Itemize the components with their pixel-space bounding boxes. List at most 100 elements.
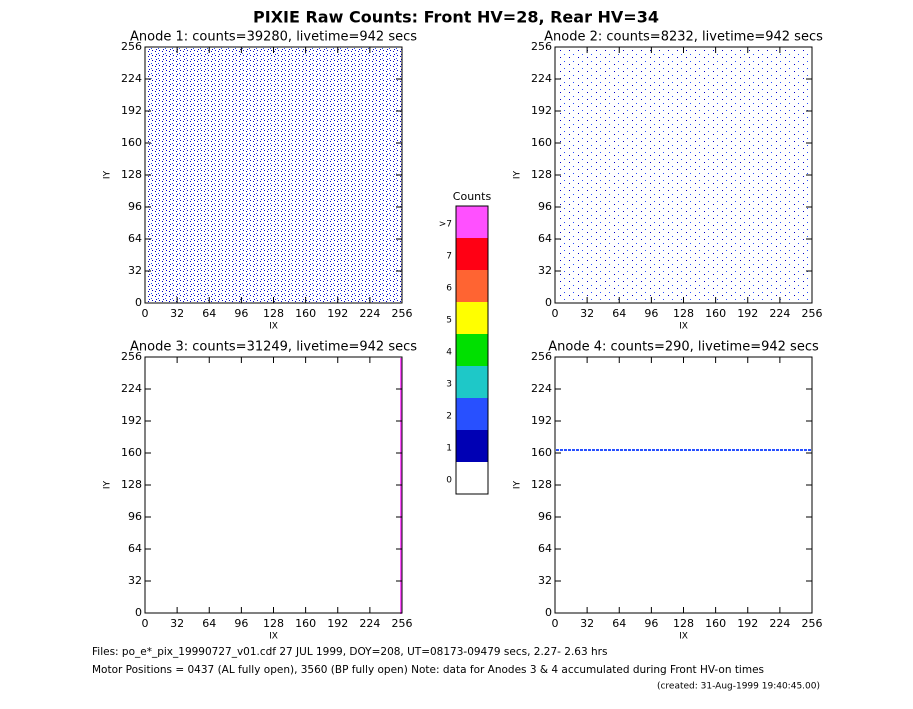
x-tick-label: 64 bbox=[612, 617, 626, 630]
x-tick-label: 192 bbox=[737, 307, 758, 320]
colorbar-label: 2 bbox=[446, 412, 452, 422]
colorbar-swatch bbox=[456, 366, 488, 398]
y-tick-label: 128 bbox=[531, 478, 552, 491]
y-axis-label: IY bbox=[103, 480, 113, 489]
y-tick-label: 128 bbox=[121, 168, 142, 181]
y-tick-label: 64 bbox=[538, 542, 552, 555]
colorbar-swatch bbox=[456, 334, 488, 366]
x-tick-label: 0 bbox=[552, 307, 559, 320]
colorbar-frame bbox=[455, 205, 489, 495]
x-tick-label: 256 bbox=[802, 307, 823, 320]
x-tick-label: 128 bbox=[673, 617, 694, 630]
colorbar-label: 3 bbox=[446, 380, 452, 390]
colorbar-label: 5 bbox=[446, 316, 452, 326]
plot-frame bbox=[144, 356, 403, 614]
colorbar-swatch bbox=[456, 206, 488, 238]
panel-title: Anode 1: counts=39280, livetime=942 secs bbox=[130, 30, 417, 45]
y-tick-label: 32 bbox=[128, 574, 142, 587]
y-tick-label: 64 bbox=[538, 232, 552, 245]
y-tick-label: 64 bbox=[128, 232, 142, 245]
x-tick-label: 0 bbox=[142, 617, 149, 630]
colorbar-title: Counts bbox=[453, 190, 492, 203]
y-tick-label: 0 bbox=[545, 606, 552, 619]
panel-title: Anode 3: counts=31249, livetime=942 secs bbox=[130, 340, 417, 355]
x-tick-label: 96 bbox=[644, 307, 658, 320]
x-tick-label: 96 bbox=[644, 617, 658, 630]
y-tick-label: 128 bbox=[531, 168, 552, 181]
x-tick-label: 32 bbox=[580, 307, 594, 320]
y-tick-label: 32 bbox=[538, 574, 552, 587]
x-tick-label: 0 bbox=[142, 307, 149, 320]
x-tick-label: 128 bbox=[263, 617, 284, 630]
x-tick-label: 224 bbox=[769, 617, 790, 630]
y-tick-label: 224 bbox=[531, 382, 552, 395]
y-tick-label: 192 bbox=[531, 414, 552, 427]
y-axis-label: IY bbox=[513, 170, 523, 179]
x-tick-label: 128 bbox=[263, 307, 284, 320]
x-axis-label: IX bbox=[269, 322, 278, 332]
colorbar-label: 1 bbox=[446, 444, 452, 454]
y-tick-label: 160 bbox=[531, 446, 552, 459]
x-tick-label: 64 bbox=[202, 307, 216, 320]
y-tick-label: 192 bbox=[121, 414, 142, 427]
x-axis-label: IX bbox=[679, 322, 688, 332]
x-axis-label: IX bbox=[269, 632, 278, 642]
colorbar-swatch bbox=[456, 462, 488, 494]
y-tick-label: 160 bbox=[121, 446, 142, 459]
y-tick-label: 224 bbox=[121, 72, 142, 85]
panel-title: Anode 4: counts=290, livetime=942 secs bbox=[548, 340, 819, 355]
x-tick-label: 256 bbox=[392, 307, 413, 320]
footer-line: (created: 31-Aug-1999 19:40:45.00) bbox=[657, 682, 820, 692]
x-tick-label: 96 bbox=[234, 307, 248, 320]
colorbar-swatch bbox=[456, 430, 488, 462]
x-tick-label: 224 bbox=[769, 307, 790, 320]
y-tick-label: 96 bbox=[128, 510, 142, 523]
y-tick-label: 160 bbox=[121, 136, 142, 149]
x-tick-label: 128 bbox=[673, 307, 694, 320]
y-tick-label: 96 bbox=[538, 510, 552, 523]
colorbar-label: 6 bbox=[446, 284, 452, 294]
y-tick-label: 0 bbox=[135, 606, 142, 619]
y-tick-label: 0 bbox=[545, 296, 552, 309]
y-axis-label: IY bbox=[103, 170, 113, 179]
colorbar-swatch bbox=[456, 270, 488, 302]
x-tick-label: 0 bbox=[552, 617, 559, 630]
x-tick-label: 160 bbox=[705, 307, 726, 320]
density-texture bbox=[556, 48, 812, 302]
y-tick-label: 96 bbox=[538, 200, 552, 213]
x-axis-label: IX bbox=[679, 632, 688, 642]
x-tick-label: 256 bbox=[802, 617, 823, 630]
y-tick-label: 224 bbox=[531, 72, 552, 85]
x-tick-label: 192 bbox=[327, 617, 348, 630]
colorbar-label: 7 bbox=[446, 252, 452, 262]
x-tick-label: 96 bbox=[234, 617, 248, 630]
x-tick-label: 32 bbox=[170, 617, 184, 630]
x-tick-label: 192 bbox=[737, 617, 758, 630]
y-tick-label: 224 bbox=[121, 382, 142, 395]
y-axis-label: IY bbox=[513, 480, 523, 489]
y-tick-label: 64 bbox=[128, 542, 142, 555]
y-tick-label: 96 bbox=[128, 200, 142, 213]
plot-frame bbox=[554, 356, 813, 614]
x-tick-label: 192 bbox=[327, 307, 348, 320]
y-tick-label: 192 bbox=[531, 104, 552, 117]
x-tick-label: 256 bbox=[392, 617, 413, 630]
x-tick-label: 32 bbox=[580, 617, 594, 630]
footer-line: Motor Positions = 0437 (AL fully open), … bbox=[92, 664, 764, 676]
x-tick-label: 224 bbox=[359, 617, 380, 630]
y-tick-label: 128 bbox=[121, 478, 142, 491]
footer-line: Files: po_e*_pix_19990727_v01.cdf 27 JUL… bbox=[92, 646, 607, 658]
y-tick-label: 160 bbox=[531, 136, 552, 149]
y-tick-label: 192 bbox=[121, 104, 142, 117]
y-tick-label: 32 bbox=[128, 264, 142, 277]
y-tick-label: 256 bbox=[531, 350, 552, 363]
y-tick-label: 256 bbox=[121, 40, 142, 53]
y-tick-label: 256 bbox=[121, 350, 142, 363]
y-tick-label: 256 bbox=[531, 40, 552, 53]
density-texture bbox=[146, 48, 402, 302]
x-tick-label: 32 bbox=[170, 307, 184, 320]
x-tick-label: 160 bbox=[705, 617, 726, 630]
x-tick-label: 64 bbox=[612, 307, 626, 320]
